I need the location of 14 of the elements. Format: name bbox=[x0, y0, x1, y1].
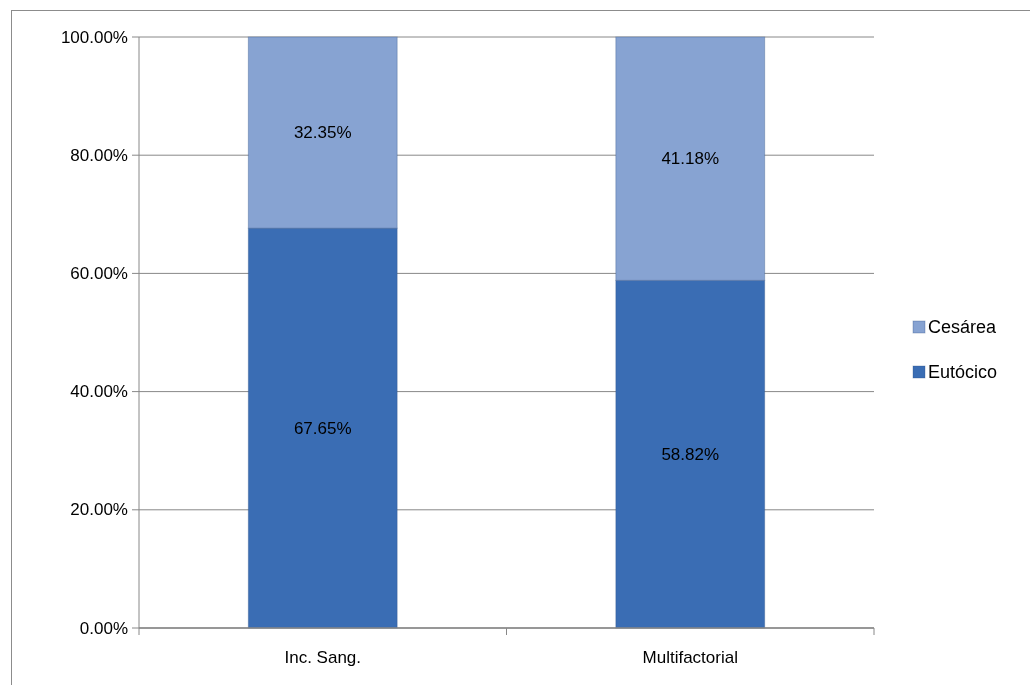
y-tick-label: 60.00% bbox=[70, 263, 128, 283]
data-label: 41.18% bbox=[661, 149, 720, 169]
legend-label: Eutócico bbox=[928, 362, 998, 382]
legend-label: Cesárea bbox=[928, 317, 998, 337]
y-tick-label: 80.00% bbox=[70, 145, 128, 165]
data-label: 67.65% bbox=[293, 418, 352, 438]
x-tick-label: Multifactorial bbox=[642, 647, 738, 667]
x-tick-label: Inc. Sang. bbox=[284, 647, 362, 667]
y-tick-label: 0.00% bbox=[79, 618, 128, 638]
y-tick-label: 20.00% bbox=[70, 500, 128, 520]
data-label: 58.82% bbox=[661, 444, 720, 464]
y-tick-label: 100.00% bbox=[60, 27, 128, 47]
y-tick-label: 40.00% bbox=[70, 382, 128, 402]
data-label: 32.35% bbox=[293, 123, 352, 143]
